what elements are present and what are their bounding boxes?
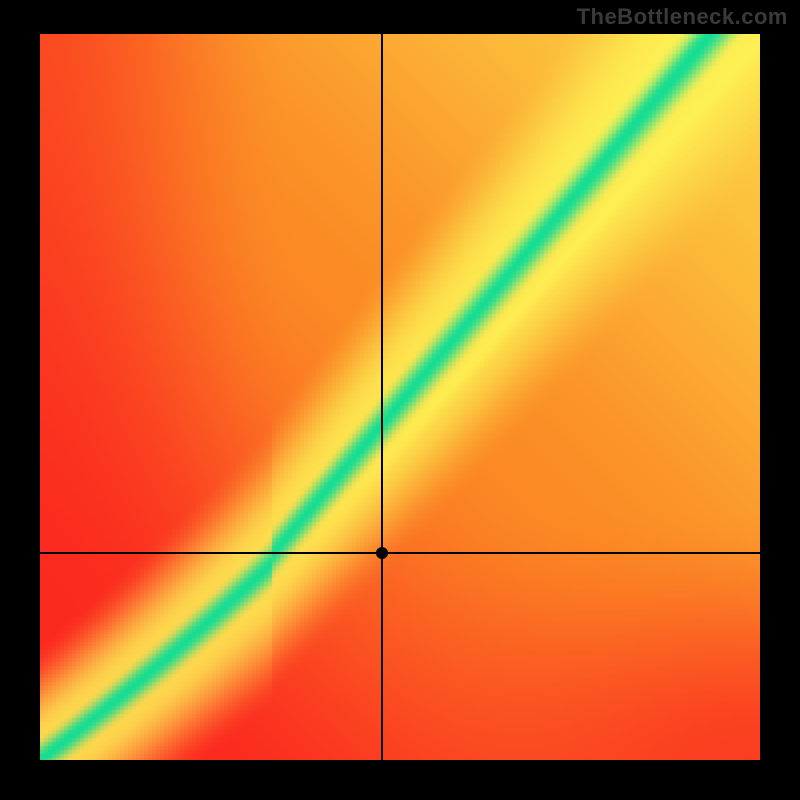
watermark-text: TheBottleneck.com [577, 4, 788, 30]
crosshair-marker-dot [376, 547, 388, 559]
crosshair-vertical [381, 34, 383, 760]
chart-container: TheBottleneck.com [0, 0, 800, 800]
plot-area [40, 34, 760, 760]
crosshair-horizontal [40, 552, 760, 554]
heatmap-canvas [40, 34, 760, 760]
